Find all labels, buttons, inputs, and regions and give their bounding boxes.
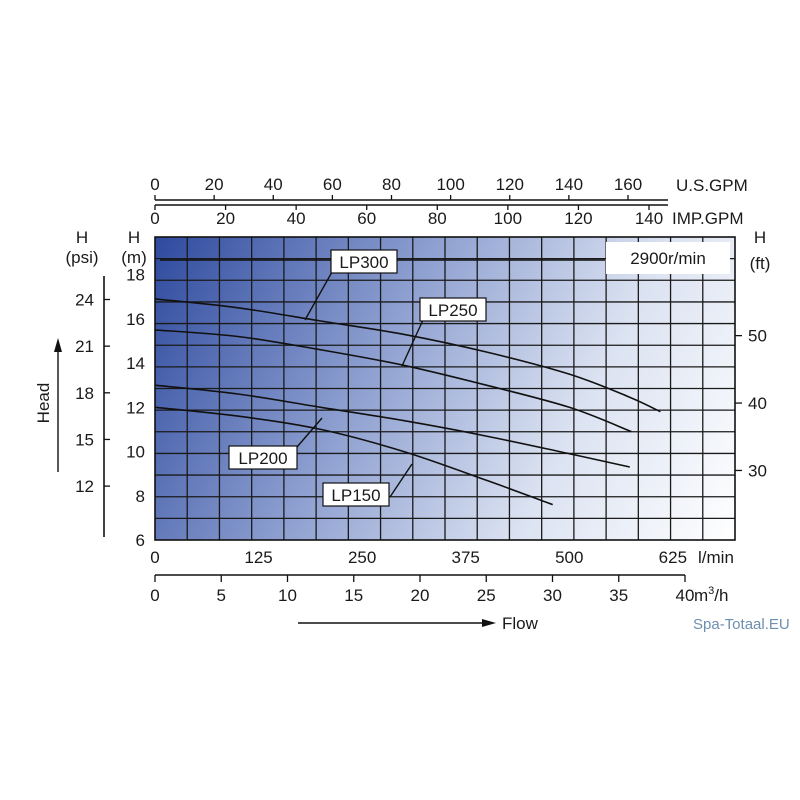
- head-ft-tick-label: 40: [748, 394, 767, 413]
- lmin-tick-label: 125: [244, 548, 272, 567]
- impgpm-tick-label: 120: [564, 209, 592, 228]
- lp300-label-box: [330, 249, 398, 274]
- lp200-label-box: [228, 445, 298, 470]
- m3h-tick-label: 35: [609, 586, 628, 605]
- speed-label-box: [606, 242, 730, 274]
- head-psi-tick-label: 18: [75, 384, 94, 403]
- impgpm-tick-label: 60: [357, 209, 376, 228]
- lp250-label: LP250: [428, 301, 477, 320]
- watermark: Spa-Totaal.EU: [693, 616, 790, 633]
- head-m-tick-label: 18: [126, 266, 145, 285]
- lmin-unit: l/min: [698, 548, 734, 567]
- head-m-tick-label: 8: [136, 487, 145, 506]
- lp150-label: LP150: [331, 486, 380, 505]
- lmin-tick-label: 250: [348, 548, 376, 567]
- m3h-tick-label: 0: [150, 586, 159, 605]
- usgpm-tick-label: 100: [436, 175, 464, 194]
- usgpm-tick-label: 0: [150, 175, 159, 194]
- impgpm-tick-label: 0: [150, 209, 159, 228]
- m3h-tick-label: 25: [477, 586, 496, 605]
- m3h-tick-label: 30: [543, 586, 562, 605]
- m3h-tick-label: 15: [344, 586, 363, 605]
- m3h-axis: 0 5 10 15 20 25 30 35 40: [150, 575, 694, 605]
- m3h-unit: m3/h: [694, 585, 728, 605]
- head-m-tick-label: 6: [136, 531, 145, 550]
- impgpm-axis: 0 20 40 60 80 100 120 140: [150, 205, 663, 228]
- flow-arrow-head: [482, 619, 496, 627]
- lp150-leader: [389, 463, 413, 498]
- impgpm-tick-label: 40: [287, 209, 306, 228]
- impgpm-tick-label: 100: [494, 209, 522, 228]
- head-ft-tick-label: 50: [748, 327, 767, 346]
- impgpm-tick-label: 140: [635, 209, 663, 228]
- head-m-axis: 6 8 10 12 14 16 18: [126, 266, 145, 550]
- head-psi-tick-label: 21: [75, 337, 94, 356]
- head-ft-axis: 30 40 50: [735, 327, 767, 480]
- head-ft-tick-label: 30: [748, 461, 767, 480]
- lp250-label-box: [419, 297, 487, 322]
- head-label: Head: [34, 383, 53, 424]
- flow-label: Flow: [502, 614, 539, 633]
- m3h-unit-sup: 3: [708, 585, 714, 597]
- head-ft-unit: (ft): [750, 254, 771, 273]
- usgpm-tick-label: 60: [323, 175, 342, 194]
- usgpm-tick-label: 160: [614, 175, 642, 194]
- head-psi-top: H: [76, 228, 88, 247]
- head-psi-axis: 12 15 18 21 24: [75, 291, 110, 496]
- m3h-unit-tail: /h: [714, 586, 728, 605]
- impgpm-tick-label: 20: [216, 209, 235, 228]
- series-lp200-curve: [154, 384, 630, 468]
- usgpm-tick-label: 120: [496, 175, 524, 194]
- lmin-tick-label: 625: [659, 548, 687, 567]
- head-m-tick-label: 14: [126, 354, 145, 373]
- lmin-tick-label: 375: [452, 548, 480, 567]
- m3h-tick-label: 5: [217, 586, 226, 605]
- head-psi-tick-label: 12: [75, 477, 94, 496]
- head-arrow-head: [54, 338, 62, 352]
- lmin-tick-label: 0: [150, 548, 159, 567]
- lmin-tick-label: 500: [555, 548, 583, 567]
- series-lp250-curve: [154, 329, 632, 433]
- lp250-leader: [401, 319, 424, 367]
- lp300-leader: [304, 271, 333, 321]
- impgpm-tick-label: 80: [428, 209, 447, 228]
- impgpm-unit: IMP.GPM: [672, 209, 743, 228]
- curves: [154, 298, 661, 506]
- speed-label: 2900r/min: [630, 249, 706, 268]
- m3h-tick-label: 20: [411, 586, 430, 605]
- head-m-tick-label: 16: [126, 310, 145, 329]
- plot-frame: [154, 236, 736, 541]
- head-psi-unit: (psi): [65, 248, 98, 267]
- head-psi-tick-label: 24: [75, 291, 94, 310]
- head-m-tick-label: 12: [126, 398, 145, 417]
- lp200-leader: [296, 417, 323, 448]
- m3h-tick-label: 40: [676, 586, 695, 605]
- head-m-top: H: [128, 228, 140, 247]
- curve-labels: LP300 LP250 LP200 LP150: [228, 249, 487, 507]
- usgpm-tick-label: 140: [555, 175, 583, 194]
- head-m-unit: (m): [121, 248, 146, 267]
- lmin-axis: 0 125 250 375 500 625: [150, 548, 687, 567]
- usgpm-unit: U.S.GPM: [676, 176, 748, 195]
- series-lp150-curve: [154, 406, 553, 506]
- usgpm-tick-label: 20: [205, 175, 224, 194]
- head-m-tick-label: 10: [126, 443, 145, 462]
- usgpm-axis: 0 20 40 60 80 100 120 140 160: [150, 175, 642, 200]
- m3h-tick-label: 10: [278, 586, 297, 605]
- head-psi-tick-label: 15: [75, 430, 94, 449]
- usgpm-tick-label: 80: [382, 175, 401, 194]
- usgpm-tick-label: 40: [264, 175, 283, 194]
- lp150-label-box: [322, 482, 390, 507]
- lp300-label: LP300: [339, 253, 388, 272]
- lp200-label: LP200: [238, 449, 287, 468]
- m3h-unit-base: m: [694, 586, 708, 605]
- head-ft-top: H: [754, 228, 766, 247]
- series-lp300-curve: [154, 298, 661, 413]
